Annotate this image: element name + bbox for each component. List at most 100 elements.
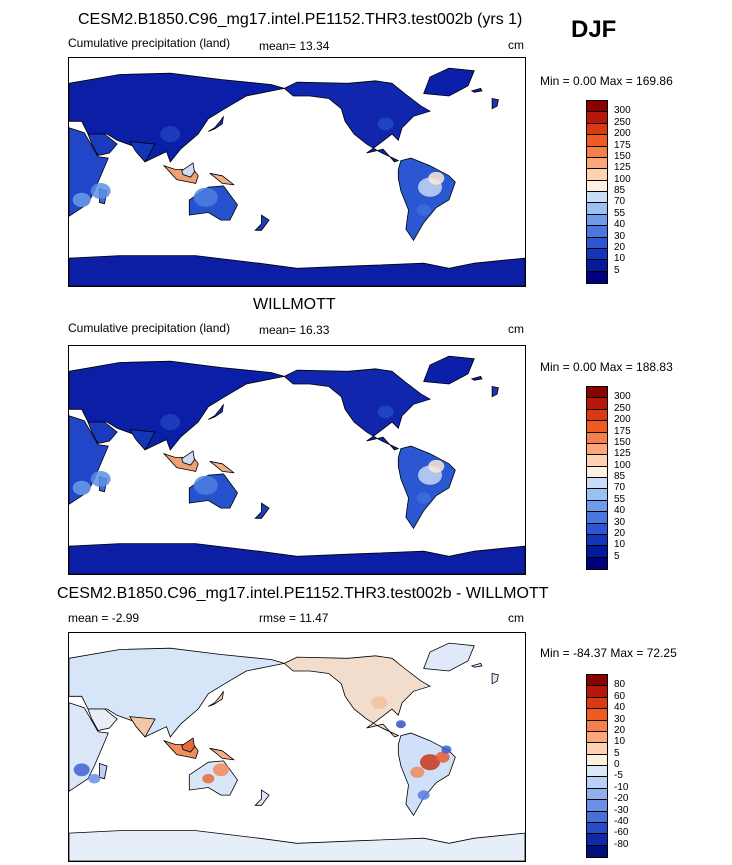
colorbar-box	[587, 811, 607, 823]
field-patch	[72, 480, 91, 496]
colorbar-box	[587, 845, 607, 857]
panel-2-title: WILLMOTT	[253, 296, 336, 313]
colorbar-label: 200	[614, 128, 631, 140]
panel-1-title: CESM2.B1850.C96_mg17.intel.PE1152.THR3.t…	[78, 11, 523, 28]
colorbar-label: 125	[614, 448, 631, 460]
field-patch	[193, 187, 218, 207]
field-patch	[88, 773, 101, 784]
colorbar-box	[587, 512, 607, 524]
field-patch	[90, 183, 111, 199]
colorbar-box	[587, 135, 607, 147]
colorbar-box	[587, 432, 607, 444]
landmass-uk	[491, 673, 499, 685]
field-patch	[416, 492, 431, 504]
field-patch	[371, 696, 388, 710]
colorbar-label: -30	[614, 804, 629, 816]
field-patch	[213, 763, 229, 777]
landmass-arabia	[87, 133, 118, 156]
field-patch	[160, 414, 181, 430]
landmass-japan	[208, 116, 224, 132]
colorbar-label: 20	[614, 527, 626, 539]
panel-2-units: cm	[508, 322, 524, 336]
panel-1-units: cm	[508, 38, 524, 52]
field-patch	[193, 475, 218, 495]
panel-3-rmse: rmse = 11.47	[259, 611, 329, 625]
colorbar-box	[587, 169, 607, 181]
panel-1-map	[68, 57, 526, 287]
colorbar-label: 200	[614, 414, 631, 426]
panel-3-minmax: Min = -84.37 Max = 72.25	[540, 646, 677, 660]
field-patch	[160, 126, 181, 142]
colorbar-box	[587, 180, 607, 192]
colorbar-box	[587, 146, 607, 158]
landmass-samerica	[397, 157, 456, 242]
landmass-japan	[208, 404, 224, 420]
panel-2-map	[68, 345, 526, 575]
field-patch	[377, 117, 394, 131]
colorbar-box	[587, 557, 607, 569]
season-label: DJF	[571, 16, 617, 43]
panel-3-colorbar	[586, 674, 608, 858]
colorbar-label: 250	[614, 116, 631, 128]
colorbar-box	[587, 822, 607, 835]
colorbar-box	[587, 731, 607, 744]
landmass-japan	[208, 691, 224, 707]
colorbar-label: -10	[614, 781, 629, 793]
colorbar-box	[587, 489, 607, 501]
colorbar-label: 5	[614, 747, 620, 759]
panel-3-title: CESM2.B1850.C96_mg17.intel.PE1152.THR3.t…	[57, 585, 549, 602]
colorbar-box	[587, 443, 607, 456]
landmass-newzealand	[254, 502, 270, 519]
colorbar-box	[587, 534, 607, 547]
colorbar-label: 125	[614, 162, 631, 174]
landmass-borneo	[181, 737, 195, 753]
landmass-samerica	[397, 732, 456, 817]
landmass-greenland	[423, 642, 475, 672]
landmass-madagascar	[98, 762, 108, 780]
colorbar-label: 55	[614, 493, 626, 505]
panel-2-colorbar	[586, 386, 608, 570]
landmass-uk	[491, 98, 499, 110]
colorbar-label: 40	[614, 219, 626, 231]
panel-1-minmax: Min = 0.00 Max = 169.86	[540, 74, 673, 88]
landmass-antarctica	[69, 830, 525, 861]
colorbar-box	[587, 834, 607, 846]
landmass-greenland	[423, 67, 475, 97]
landmass-indonesia	[162, 739, 199, 759]
colorbar-label: 175	[614, 425, 631, 437]
field-patch	[377, 405, 394, 419]
colorbar-label: 85	[614, 185, 626, 196]
colorbar-label: 0	[614, 759, 620, 770]
colorbar-label: 20	[614, 241, 626, 253]
landmass-namerica	[283, 368, 431, 451]
colorbar-label: 10	[614, 736, 626, 748]
colorbar-box	[587, 686, 607, 698]
colorbar-box	[587, 720, 607, 732]
colorbar-label: 85	[614, 471, 626, 482]
field-patch	[73, 763, 90, 777]
landmass-borneo	[181, 162, 195, 178]
landmass-iceland	[470, 87, 483, 93]
colorbar-box	[587, 226, 607, 238]
colorbar-label: 175	[614, 139, 631, 151]
landmass-uk	[491, 386, 499, 398]
colorbar-box	[587, 101, 607, 113]
colorbar-label: 70	[614, 482, 626, 494]
colorbar-box	[587, 260, 607, 272]
field-patch	[441, 745, 452, 754]
landmass-indonesia	[162, 164, 199, 184]
colorbar-label: 30	[614, 516, 626, 528]
landmass-samerica	[397, 445, 456, 530]
colorbar-box	[587, 112, 607, 124]
colorbar-box	[587, 754, 607, 766]
field-patch	[417, 790, 430, 800]
colorbar-box	[587, 214, 607, 227]
world-map	[69, 642, 525, 861]
landmass-india	[129, 141, 156, 163]
colorbar-label: 40	[614, 702, 626, 714]
colorbar-box	[587, 248, 607, 261]
colorbar-label: 300	[614, 105, 631, 117]
landmass-borneo	[181, 450, 195, 466]
colorbar-label: 150	[614, 150, 631, 162]
colorbar-box	[587, 777, 607, 789]
